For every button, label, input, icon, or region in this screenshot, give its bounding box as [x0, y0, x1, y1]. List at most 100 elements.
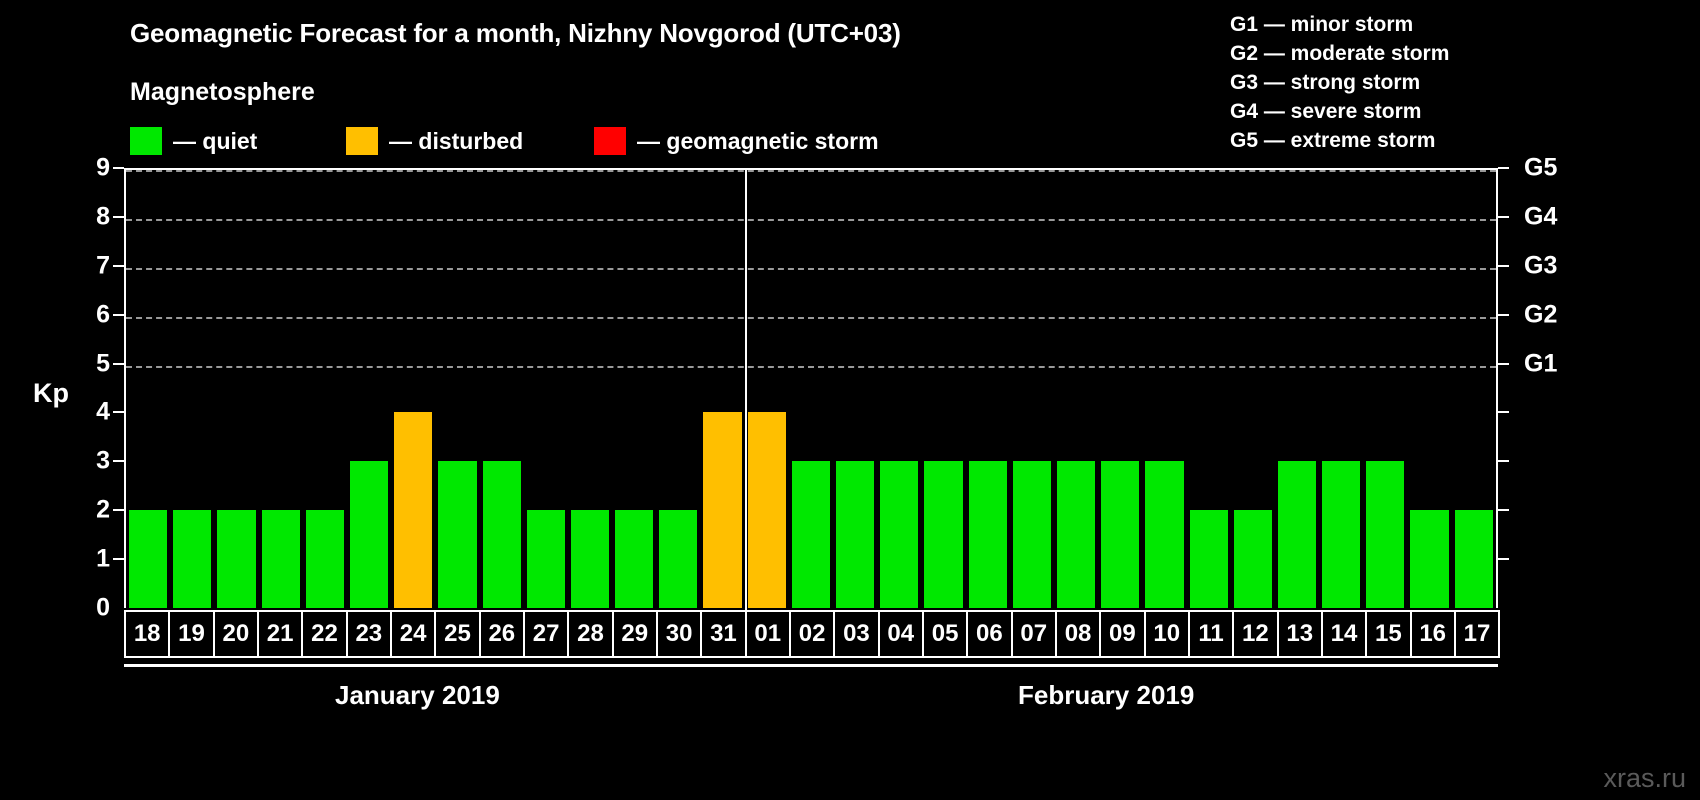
- page-title: Geomagnetic Forecast for a month, Nizhny…: [130, 18, 901, 48]
- bar-cell[interactable]: [524, 170, 568, 608]
- bar-cell[interactable]: [877, 170, 921, 608]
- bar-03[interactable]: [836, 461, 875, 608]
- bar-04[interactable]: [880, 461, 919, 608]
- bar-10[interactable]: [1145, 461, 1184, 608]
- bar-22[interactable]: [305, 510, 344, 608]
- date-cell-15[interactable]: 15: [1365, 610, 1412, 658]
- y-right-tick-mark-2: [1498, 509, 1509, 512]
- g-level-label-G2: G2: [1524, 300, 1558, 329]
- bar-02[interactable]: [791, 461, 830, 608]
- bar-06[interactable]: [968, 461, 1007, 608]
- date-cell-24[interactable]: 24: [389, 610, 437, 658]
- bar-27[interactable]: [526, 510, 565, 608]
- bar-cell[interactable]: [1142, 170, 1186, 608]
- bar-19[interactable]: [173, 510, 212, 608]
- gridline-kp-8: [126, 218, 1496, 221]
- date-cell-20[interactable]: 20: [212, 610, 259, 658]
- date-cell-31[interactable]: 31: [700, 610, 747, 658]
- bar-cell[interactable]: [1452, 170, 1496, 608]
- date-cell-01[interactable]: 01: [744, 610, 791, 658]
- date-cell-19[interactable]: 19: [168, 610, 215, 658]
- bar-cell[interactable]: [656, 170, 700, 608]
- bar-cell[interactable]: [1319, 170, 1363, 608]
- bar-cell[interactable]: [1363, 170, 1407, 608]
- bar-cell[interactable]: [214, 170, 258, 608]
- bar-29[interactable]: [615, 510, 654, 608]
- date-cell-26[interactable]: 26: [478, 610, 525, 658]
- date-cell-21[interactable]: 21: [256, 610, 304, 658]
- date-cell-23[interactable]: 23: [345, 610, 392, 658]
- date-cell-30[interactable]: 30: [655, 610, 703, 658]
- bar-cell[interactable]: [1407, 170, 1451, 608]
- date-cell-28[interactable]: 28: [567, 610, 614, 658]
- bar-20[interactable]: [217, 510, 256, 608]
- date-cell-29[interactable]: 29: [611, 610, 658, 658]
- date-cell-03[interactable]: 03: [833, 610, 880, 658]
- date-cell-06[interactable]: 06: [966, 610, 1013, 658]
- date-cell-16[interactable]: 16: [1409, 610, 1456, 658]
- bar-cell[interactable]: [700, 170, 744, 608]
- bar-cell[interactable]: [259, 170, 303, 608]
- bar-cell[interactable]: [391, 170, 435, 608]
- bar-18[interactable]: [129, 510, 168, 608]
- bar-13[interactable]: [1277, 461, 1317, 608]
- bar-08[interactable]: [1056, 461, 1096, 608]
- bar-cell[interactable]: [1187, 170, 1231, 608]
- legend-swatch-icon: [594, 127, 626, 155]
- bar-01[interactable]: [747, 412, 786, 608]
- bar-cell[interactable]: [745, 170, 789, 608]
- bar-cell[interactable]: [126, 170, 170, 608]
- bar-cell[interactable]: [1231, 170, 1275, 608]
- bar-31[interactable]: [703, 412, 742, 608]
- bar-11[interactable]: [1189, 510, 1228, 608]
- bar-28[interactable]: [570, 510, 610, 608]
- date-cell-10[interactable]: 10: [1143, 610, 1190, 658]
- date-cell-18[interactable]: 18: [124, 610, 171, 658]
- bar-09[interactable]: [1101, 461, 1140, 608]
- bar-21[interactable]: [261, 510, 300, 608]
- bar-cell[interactable]: [303, 170, 347, 608]
- bar-cell[interactable]: [921, 170, 965, 608]
- bar-cell[interactable]: [1010, 170, 1054, 608]
- bar-12[interactable]: [1233, 510, 1272, 608]
- bar-cell[interactable]: [347, 170, 391, 608]
- bar-cell[interactable]: [480, 170, 524, 608]
- y-tick-label-2: 2: [96, 495, 110, 524]
- bar-15[interactable]: [1366, 461, 1405, 608]
- bar-cell[interactable]: [789, 170, 833, 608]
- date-cell-17[interactable]: 17: [1453, 610, 1501, 658]
- g-level-label-G3: G3: [1524, 251, 1558, 280]
- date-cell-25[interactable]: 25: [434, 610, 481, 658]
- date-cell-07[interactable]: 07: [1010, 610, 1057, 658]
- date-cell-09[interactable]: 09: [1099, 610, 1146, 658]
- date-cell-12[interactable]: 12: [1232, 610, 1279, 658]
- date-cell-14[interactable]: 14: [1320, 610, 1368, 658]
- date-cell-27[interactable]: 27: [522, 610, 570, 658]
- bar-16[interactable]: [1410, 510, 1449, 608]
- bar-cell[interactable]: [435, 170, 479, 608]
- date-cell-05[interactable]: 05: [921, 610, 969, 658]
- bar-23[interactable]: [349, 461, 389, 608]
- bar-cell[interactable]: [1054, 170, 1098, 608]
- bar-cell[interactable]: [1275, 170, 1319, 608]
- bar-cell[interactable]: [966, 170, 1010, 608]
- date-cell-08[interactable]: 08: [1054, 610, 1102, 658]
- bar-cell[interactable]: [170, 170, 214, 608]
- bar-30[interactable]: [659, 510, 698, 608]
- bar-14[interactable]: [1322, 461, 1361, 608]
- bar-17[interactable]: [1454, 510, 1493, 608]
- date-cell-13[interactable]: 13: [1276, 610, 1323, 658]
- bar-24[interactable]: [394, 412, 433, 608]
- bar-cell[interactable]: [1098, 170, 1142, 608]
- bar-07[interactable]: [1012, 461, 1051, 608]
- bar-cell[interactable]: [612, 170, 656, 608]
- date-cell-22[interactable]: 22: [301, 610, 348, 658]
- date-cell-04[interactable]: 04: [877, 610, 924, 658]
- bar-cell[interactable]: [568, 170, 612, 608]
- bar-26[interactable]: [482, 461, 521, 608]
- date-cell-02[interactable]: 02: [788, 610, 836, 658]
- bar-05[interactable]: [924, 461, 963, 608]
- bar-25[interactable]: [438, 461, 477, 608]
- bar-cell[interactable]: [833, 170, 877, 608]
- date-cell-11[interactable]: 11: [1187, 610, 1235, 658]
